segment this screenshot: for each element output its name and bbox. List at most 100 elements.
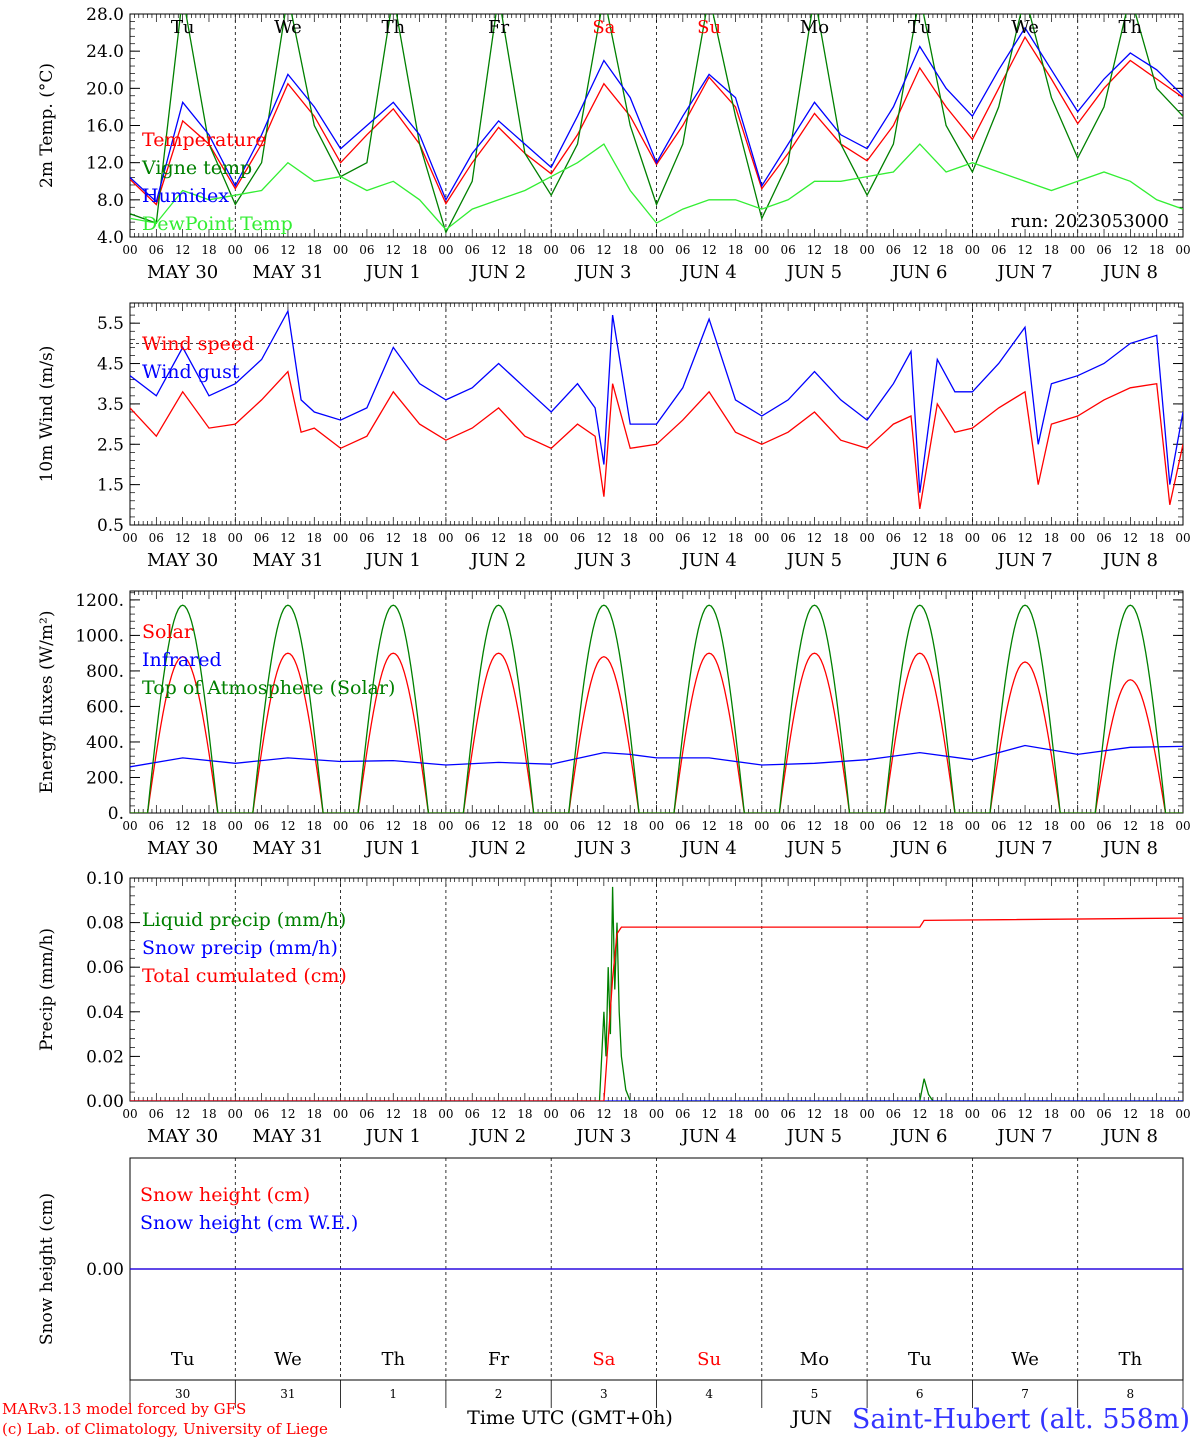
x-hour-label: 18: [938, 243, 953, 257]
x-date-label: JUN 6: [890, 838, 947, 859]
day-label: Th: [1119, 1349, 1143, 1370]
x-hour-label: 06: [465, 531, 480, 545]
x-hour-label: 00: [544, 819, 559, 833]
legend-entry: Humidex: [142, 185, 229, 207]
x-hour-label: 00: [859, 531, 874, 545]
x-hour-label: 18: [1149, 243, 1164, 257]
panel-3: 00 06 12 18 00 06 12 18 00 06 12 18 00 06 12 18 00 06 12 18…: [37, 590, 1191, 859]
y-tick-label: 4.0: [97, 228, 124, 248]
x-hour-label: 12: [1017, 531, 1032, 545]
day-number: 3: [600, 1387, 608, 1401]
x-hour-label: 18: [833, 1107, 848, 1121]
day-label: Th: [381, 17, 405, 38]
run-label: run: 2023053000: [1011, 211, 1169, 232]
x-hour-label: 00: [333, 531, 348, 545]
y-tick-label: 0.08: [86, 914, 124, 934]
x-hour-label: 12: [280, 243, 295, 257]
footer-credit: (c) Lab. of Climatology, University of L…: [2, 1420, 328, 1438]
x-hour-label: 18: [1044, 1107, 1059, 1121]
x-hour-label: 18: [833, 819, 848, 833]
x-hour-label: 12: [491, 531, 506, 545]
x-hour-label: 12: [386, 531, 401, 545]
x-date-label: JUN 1: [364, 550, 421, 571]
x-hour-label: 00: [649, 243, 664, 257]
series-line-solar: [130, 652, 1183, 813]
x-hour-label: 12: [912, 243, 927, 257]
x-hour-label: 06: [1096, 819, 1111, 833]
x-hour-label: 06: [991, 243, 1006, 257]
legend-entry: Vigne temp: [141, 157, 252, 179]
x-hour-label: 00: [1175, 819, 1190, 833]
x-hour-label: 00: [859, 1107, 874, 1121]
legend-entry: Wind gust: [142, 361, 240, 383]
day-label: Mo: [800, 1349, 829, 1370]
x-hour-label: 00: [1175, 1107, 1190, 1121]
x-hour-label: 06: [570, 1107, 585, 1121]
x-hour-label: 12: [491, 243, 506, 257]
y-tick-label: 1200.: [75, 591, 124, 611]
x-hour-label: 06: [254, 243, 269, 257]
x-hour-label: 06: [570, 243, 585, 257]
x-hour-label: 12: [280, 531, 295, 545]
x-hour-label: 06: [886, 1107, 901, 1121]
series-line-liquid-precip-mm-h-: [130, 886, 1183, 1101]
x-hour-label: 06: [780, 531, 795, 545]
x-hour-label: 06: [675, 819, 690, 833]
x-hour-label: 12: [1123, 819, 1138, 833]
x-hour-label: 18: [201, 1107, 216, 1121]
x-hour-label: 18: [1149, 531, 1164, 545]
x-hour-label: 06: [991, 1107, 1006, 1121]
x-hour-label: 00: [1175, 243, 1190, 257]
x-hour-label: 12: [912, 819, 927, 833]
legend-entry: Snow height (cm W.E.): [140, 1212, 358, 1234]
day-number: 7: [1021, 1387, 1029, 1401]
y-tick-label: 400.: [86, 733, 124, 753]
x-date-label: JUN 1: [364, 1126, 421, 1147]
x-hour-label: 00: [228, 1107, 243, 1121]
x-hour-label: 00: [228, 531, 243, 545]
panel-5: 0.00 Snow height (cm) Snow height (cm) Snow…: [37, 1157, 1184, 1429]
x-hour-label: 06: [359, 243, 374, 257]
day-label: Su: [697, 1349, 721, 1370]
x-hour-label: 00: [438, 243, 453, 257]
x-hour-label: 00: [1070, 1107, 1085, 1121]
x-date-label: MAY 30: [147, 550, 218, 571]
x-hour-label: 00: [333, 1107, 348, 1121]
x-date-label: JUN 6: [890, 1126, 947, 1147]
x-hour-label: 12: [596, 819, 611, 833]
x-hour-label: 00: [122, 1107, 137, 1121]
x-hour-label: 18: [728, 819, 743, 833]
x-hour-label: 06: [570, 819, 585, 833]
day-label: We: [1011, 17, 1039, 38]
x-date-label: JUN 8: [1101, 550, 1158, 571]
x-hour-label: 12: [702, 243, 717, 257]
legend-entry: Solar: [142, 621, 194, 643]
x-date-label: JUN 2: [469, 838, 526, 859]
x-hour-label: 12: [702, 819, 717, 833]
legend-entry: Snow height (cm): [140, 1184, 310, 1206]
x-hour-label: 00: [754, 819, 769, 833]
x-hour-label: 00: [965, 243, 980, 257]
x-hour-label: 06: [675, 531, 690, 545]
x-hour-label: 12: [702, 1107, 717, 1121]
day-number: 30: [175, 1387, 190, 1401]
x-hour-label: 18: [307, 531, 322, 545]
x-hour-label: 18: [517, 531, 532, 545]
x-hour-label: 18: [623, 243, 638, 257]
x-date-label: JUN 5: [785, 262, 842, 283]
x-hour-label: 06: [465, 243, 480, 257]
x-hour-label: 12: [175, 531, 190, 545]
x-hour-label: 06: [149, 1107, 164, 1121]
x-hour-label: 06: [359, 1107, 374, 1121]
x-hour-label: 18: [412, 243, 427, 257]
day-label: Tu: [171, 17, 195, 38]
x-hour-label: 00: [122, 243, 137, 257]
x-date-label: JUN 5: [785, 838, 842, 859]
x-hour-label: 18: [412, 819, 427, 833]
x-date-label: JUN 3: [574, 262, 631, 283]
x-date-label: JUN 8: [1101, 1126, 1158, 1147]
x-hour-label: 18: [623, 531, 638, 545]
day-number: 4: [705, 1387, 713, 1401]
day-label: Th: [1119, 17, 1143, 38]
x-hour-label: 18: [307, 243, 322, 257]
